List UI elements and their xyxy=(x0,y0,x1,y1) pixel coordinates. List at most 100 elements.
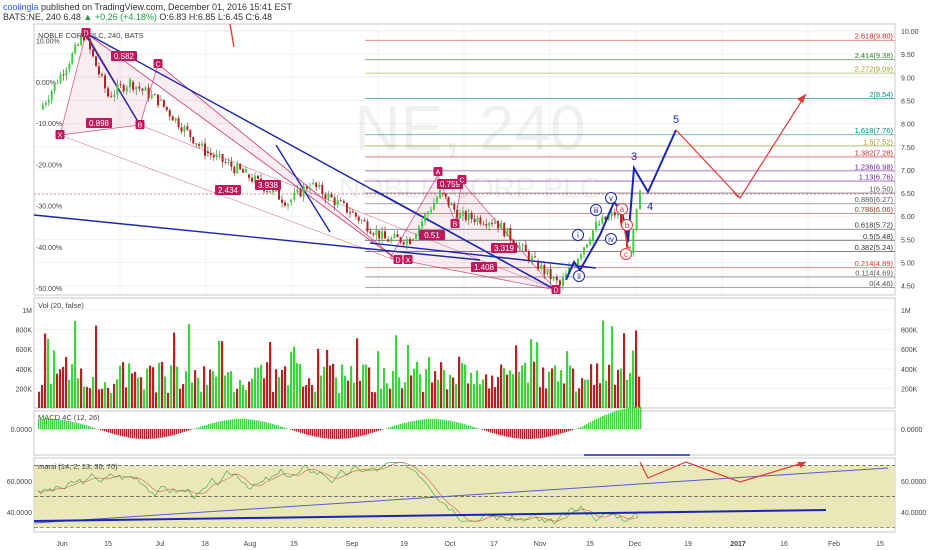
wave-label: v xyxy=(609,194,613,203)
macd-histogram-bar xyxy=(542,429,544,438)
macd-histogram-bar xyxy=(430,419,432,429)
ratio-badge-label: 2.434 xyxy=(218,186,239,195)
macd-histogram-bar xyxy=(110,429,112,434)
fib-level-label: 1.382(7.28) xyxy=(855,148,894,157)
candle-body xyxy=(47,99,50,103)
candle-body xyxy=(503,223,506,237)
right-scale-tick: 6.00 xyxy=(901,214,915,221)
volume-bar xyxy=(248,381,251,408)
fib-level-label: 0.886(6.27) xyxy=(855,195,894,204)
candle-body xyxy=(174,118,177,121)
volume-bar xyxy=(515,345,518,408)
macd-histogram-bar xyxy=(308,429,310,436)
macd-histogram-bar xyxy=(78,423,80,429)
volume-bar xyxy=(278,377,281,408)
macd-histogram-bar xyxy=(232,419,234,429)
macd-histogram-bar xyxy=(634,407,636,429)
projection-arrowhead xyxy=(797,94,806,103)
volume-bar xyxy=(545,388,548,408)
macd-histogram-bar xyxy=(50,419,52,429)
volume-bar xyxy=(410,375,413,408)
wave-label: 4 xyxy=(647,201,653,213)
macd-histogram-bar xyxy=(46,419,48,429)
candle-body xyxy=(485,224,488,226)
volume-bar xyxy=(512,374,515,408)
volume-bar xyxy=(323,366,326,408)
macd-histogram-bar xyxy=(412,420,414,429)
watermark-name: NOBLE CORP PLC xyxy=(339,172,602,205)
volume-bar xyxy=(638,376,641,408)
volume-bar xyxy=(425,369,428,408)
macd-histogram-bar xyxy=(332,429,334,439)
chart-header: coolingla published on TradingView.com, … xyxy=(0,0,932,24)
wave-label-circle xyxy=(616,203,628,215)
volume-bar xyxy=(287,385,290,408)
ratio-badge-label: 0.582 xyxy=(114,52,135,61)
volume-bar xyxy=(338,392,341,408)
macd-histogram-bar xyxy=(120,429,122,436)
volume-bar xyxy=(227,372,230,408)
macd-histogram-bar xyxy=(528,429,530,439)
macd-histogram-bar xyxy=(578,427,580,429)
ratio-badge xyxy=(491,243,517,253)
candle-body xyxy=(369,231,372,234)
macd-histogram-bar xyxy=(214,422,216,429)
volume-bar xyxy=(434,371,437,408)
macd-histogram-bar xyxy=(352,429,354,438)
macd-histogram-bar xyxy=(564,429,566,433)
volume-bar xyxy=(305,385,308,408)
volume-bar xyxy=(104,382,107,408)
macd-histogram-bar xyxy=(640,406,642,429)
macd-histogram-bar xyxy=(504,429,506,437)
macd-histogram-bar xyxy=(606,414,608,429)
pattern-connector-line xyxy=(59,134,401,263)
volume-bar xyxy=(188,324,191,408)
volume-bar xyxy=(260,364,263,408)
candle-body xyxy=(610,212,613,216)
volume-bar xyxy=(149,365,152,408)
right-scale-tick: 10.00 xyxy=(901,29,919,36)
candle-body xyxy=(312,182,315,184)
x-axis-label: 17 xyxy=(490,541,498,548)
pattern-point-label: C xyxy=(155,62,160,69)
author-link[interactable]: coolingla xyxy=(3,2,39,12)
volume-bar xyxy=(293,346,296,408)
macd-histogram-bar xyxy=(568,429,570,432)
publish-text: published on TradingView.com, December 0… xyxy=(41,2,293,12)
macd-histogram-bar xyxy=(318,429,320,438)
macd-histogram-bar xyxy=(146,429,148,439)
macd-histogram-bar xyxy=(484,429,486,431)
macd-histogram-bar xyxy=(458,422,460,429)
macd-histogram-bar xyxy=(250,419,252,429)
volume-bar xyxy=(203,366,206,408)
price-change: ▲ +0.26 (+4.18%) xyxy=(83,12,157,22)
volume-bar xyxy=(98,389,101,408)
macd-histogram-bar xyxy=(524,429,526,439)
macd-histogram-bar xyxy=(292,429,294,431)
macd-histogram-bar xyxy=(276,425,278,429)
macd-histogram-bar xyxy=(234,419,236,429)
candle-body xyxy=(447,196,450,206)
volume-bar xyxy=(563,383,566,408)
volume-bar xyxy=(335,377,338,408)
macd-histogram-bar xyxy=(406,422,408,429)
macd-histogram-bar xyxy=(206,424,208,429)
candle-body xyxy=(162,99,165,107)
volume-bar xyxy=(566,351,569,408)
fib-level-label: 0.786(6.06) xyxy=(855,205,894,214)
rsi-line xyxy=(37,462,639,525)
rsi-scale-right: 40.0000 xyxy=(901,510,926,517)
candle-body xyxy=(543,264,546,275)
candle-body xyxy=(186,126,189,130)
macd-histogram-bar xyxy=(512,429,514,438)
candle-body xyxy=(583,247,585,255)
macd-histogram-bar xyxy=(340,429,342,439)
macd-histogram-bar xyxy=(302,429,304,434)
macd-histogram-bar xyxy=(468,425,470,429)
volume-bar xyxy=(419,374,422,408)
macd-histogram-bar xyxy=(438,419,440,429)
volume-bar xyxy=(176,366,179,408)
macd-histogram-bar xyxy=(104,429,106,432)
volume-bar xyxy=(245,389,248,408)
